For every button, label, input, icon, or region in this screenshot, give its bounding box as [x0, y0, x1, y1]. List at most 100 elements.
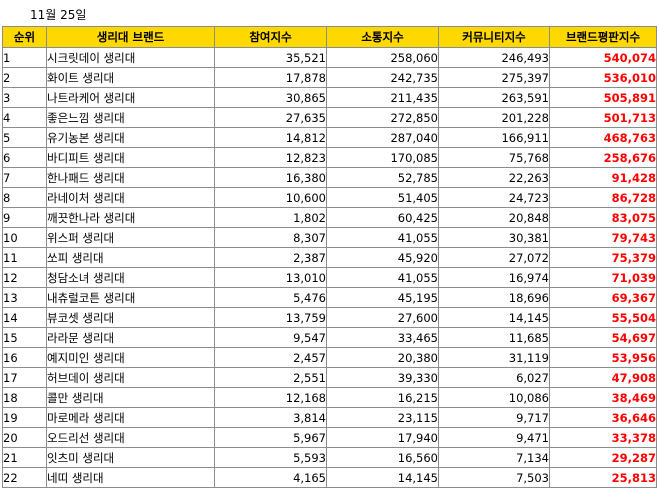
cell-participation: 27,635 — [214, 107, 327, 128]
cell-brand: 깨끗한나라 생리대 — [46, 207, 215, 228]
cell-rank: 15 — [2, 327, 47, 348]
cell-participation: 9,547 — [214, 327, 327, 348]
cell-brand: 시크릿데이 생리대 — [46, 47, 215, 68]
cell-community: 22,263 — [438, 167, 550, 188]
cell-reputation: 75,379 — [549, 247, 657, 268]
cell-brand: 청담소녀 생리대 — [46, 267, 215, 288]
cell-brand: 한나패드 생리대 — [46, 167, 215, 188]
cell-communication: 51,405 — [326, 187, 439, 208]
cell-community: 275,397 — [438, 67, 550, 88]
table-row: 2 화이트 생리대 17,878 242,735 275,397 536,010 — [2, 67, 657, 88]
cell-participation: 3,814 — [214, 407, 327, 428]
cell-brand: 내츄럴코튼 생리대 — [46, 287, 215, 308]
cell-reputation: 69,367 — [549, 287, 657, 308]
cell-participation: 13,759 — [214, 307, 327, 328]
cell-community: 11,685 — [438, 327, 550, 348]
table-row: 18 콜만 생리대 12,168 16,215 10,086 38,469 — [2, 387, 657, 408]
cell-rank: 19 — [2, 407, 47, 428]
cell-brand: 라네이처 생리대 — [46, 187, 215, 208]
table-row: 1 시크릿데이 생리대 35,521 258,060 246,493 540,074 — [2, 47, 657, 68]
cell-rank: 2 — [2, 67, 47, 88]
cell-rank: 1 — [2, 47, 47, 68]
cell-communication: 33,465 — [326, 327, 439, 348]
cell-participation: 17,878 — [214, 67, 327, 88]
table-row: 5 유기농본 생리대 14,812 287,040 166,911 468,763 — [2, 127, 657, 148]
cell-communication: 242,735 — [326, 67, 439, 88]
cell-reputation: 540,074 — [549, 47, 657, 68]
cell-rank: 18 — [2, 387, 47, 408]
cell-brand: 좋은느낌 생리대 — [46, 107, 215, 128]
cell-communication: 16,560 — [326, 447, 439, 468]
cell-participation: 2,457 — [214, 347, 327, 368]
cell-communication: 45,195 — [326, 287, 439, 308]
cell-reputation: 53,956 — [549, 347, 657, 368]
cell-rank: 4 — [2, 107, 47, 128]
cell-reputation: 38,469 — [549, 387, 657, 408]
cell-brand: 콜만 생리대 — [46, 387, 215, 408]
cell-communication: 211,435 — [326, 87, 439, 108]
brand-reputation-table: 순위 생리대 브랜드 참여지수 소통지수 커뮤니티지수 브랜드평판지수 1 시크릿… — [2, 26, 657, 488]
header-community: 커뮤니티지수 — [438, 26, 550, 48]
cell-participation: 5,593 — [214, 447, 327, 468]
cell-participation: 5,476 — [214, 287, 327, 308]
cell-reputation: 71,039 — [549, 267, 657, 288]
cell-brand: 마로메라 생리대 — [46, 407, 215, 428]
cell-community: 246,493 — [438, 47, 550, 68]
cell-community: 9,471 — [438, 427, 550, 448]
table-row: 20 오드리선 생리대 5,967 17,940 9,471 33,378 — [2, 427, 657, 448]
cell-reputation: 36,646 — [549, 407, 657, 428]
cell-rank: 22 — [2, 467, 47, 488]
cell-community: 9,717 — [438, 407, 550, 428]
cell-participation: 1,802 — [214, 207, 327, 228]
cell-brand: 나트라케어 생리대 — [46, 87, 215, 108]
cell-communication: 41,055 — [326, 227, 439, 248]
cell-participation: 14,812 — [214, 127, 327, 148]
cell-participation: 13,010 — [214, 267, 327, 288]
cell-communication: 52,785 — [326, 167, 439, 188]
cell-participation: 30,865 — [214, 87, 327, 108]
cell-participation: 8,307 — [214, 227, 327, 248]
cell-brand: 위스퍼 생리대 — [46, 227, 215, 248]
cell-reputation: 468,763 — [549, 127, 657, 148]
cell-participation: 2,551 — [214, 367, 327, 388]
cell-participation: 12,168 — [214, 387, 327, 408]
cell-communication: 170,085 — [326, 147, 439, 168]
table-row: 10 위스퍼 생리대 8,307 41,055 30,381 79,743 — [2, 227, 657, 248]
header-reputation: 브랜드평판지수 — [549, 26, 657, 48]
cell-community: 10,086 — [438, 387, 550, 408]
table-row: 3 나트라케어 생리대 30,865 211,435 263,591 505,891 — [2, 87, 657, 108]
cell-participation: 35,521 — [214, 47, 327, 68]
cell-reputation: 258,676 — [549, 147, 657, 168]
cell-brand: 라라문 생리대 — [46, 327, 215, 348]
cell-community: 6,027 — [438, 367, 550, 388]
cell-brand: 잇츠미 생리대 — [46, 447, 215, 468]
cell-brand: 네띠 생리대 — [46, 467, 215, 488]
date-label: 11월 25일 — [30, 8, 87, 22]
table-row: 14 뷰코셋 생리대 13,759 27,600 14,145 55,504 — [2, 307, 657, 328]
table-row: 4 좋은느낌 생리대 27,635 272,850 201,228 501,713 — [2, 107, 657, 128]
cell-brand: 유기농본 생리대 — [46, 127, 215, 148]
table-row: 12 청담소녀 생리대 13,010 41,055 16,974 71,039 — [2, 267, 657, 288]
table-row: 21 잇츠미 생리대 5,593 16,560 7,134 29,287 — [2, 447, 657, 468]
cell-community: 7,134 — [438, 447, 550, 468]
cell-community: 166,911 — [438, 127, 550, 148]
cell-participation: 12,823 — [214, 147, 327, 168]
cell-brand: 뷰코셋 생리대 — [46, 307, 215, 328]
table-row: 22 네띠 생리대 4,165 14,145 7,503 25,813 — [2, 467, 657, 488]
cell-reputation: 25,813 — [549, 467, 657, 488]
cell-communication: 16,215 — [326, 387, 439, 408]
cell-community: 20,848 — [438, 207, 550, 228]
cell-reputation: 86,728 — [549, 187, 657, 208]
table-row: 15 라라문 생리대 9,547 33,465 11,685 54,697 — [2, 327, 657, 348]
cell-communication: 27,600 — [326, 307, 439, 328]
cell-reputation: 54,697 — [549, 327, 657, 348]
cell-brand: 오드리선 생리대 — [46, 427, 215, 448]
cell-community: 7,503 — [438, 467, 550, 488]
cell-brand: 예지미인 생리대 — [46, 347, 215, 368]
header-communication: 소통지수 — [326, 26, 439, 48]
cell-reputation: 33,378 — [549, 427, 657, 448]
cell-community: 24,723 — [438, 187, 550, 208]
table-row: 13 내츄럴코튼 생리대 5,476 45,195 18,696 69,367 — [2, 287, 657, 308]
table-row: 17 허브데이 생리대 2,551 39,330 6,027 47,908 — [2, 367, 657, 388]
cell-rank: 14 — [2, 307, 47, 328]
